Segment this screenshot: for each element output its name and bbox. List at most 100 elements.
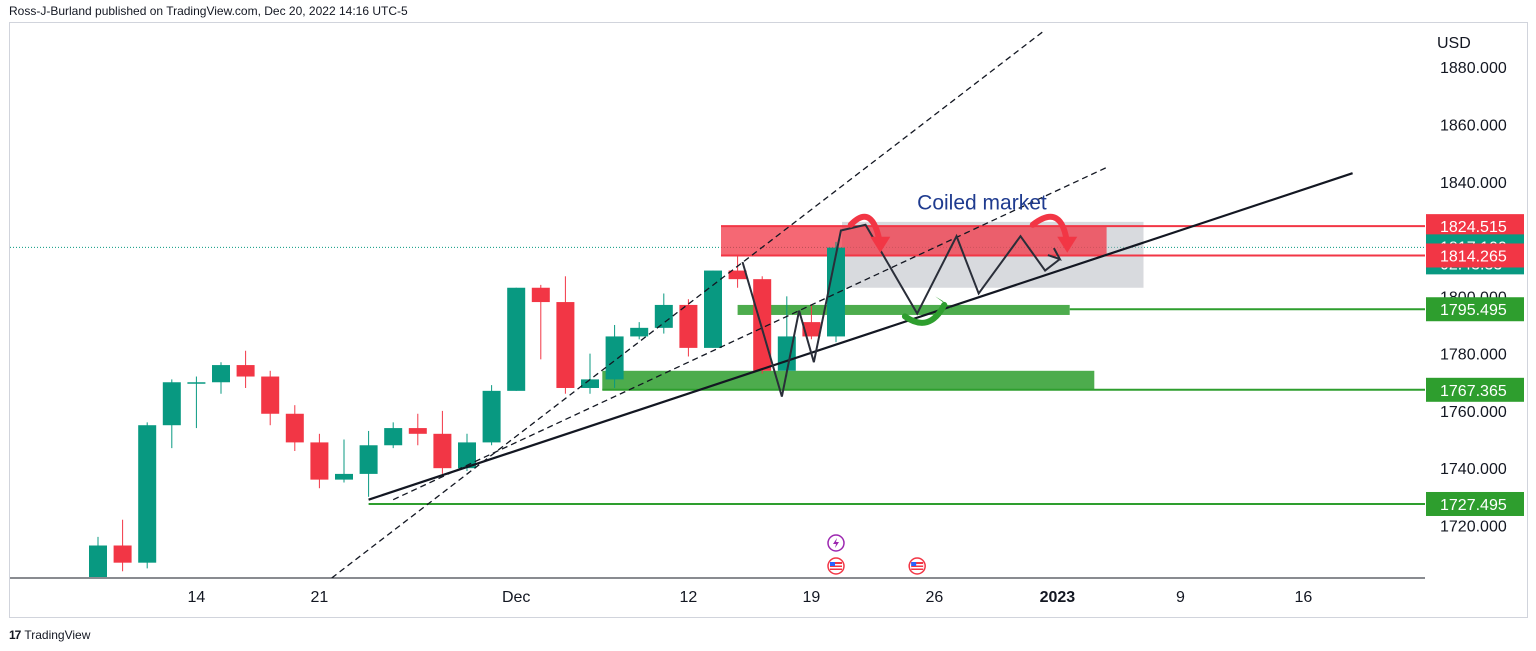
candle [605, 324, 624, 388]
x-tick-label: 16 [1295, 589, 1313, 606]
candle-body [654, 304, 673, 328]
us-flag-icon-canton [911, 562, 917, 566]
x-tick-label: 14 [188, 589, 206, 606]
candle-body [704, 270, 722, 348]
chart-frame [9, 22, 1528, 618]
red-curved-arrow-right-head [1057, 236, 1078, 253]
candle-body [556, 302, 575, 388]
candle-body [187, 382, 206, 384]
candle [236, 350, 255, 388]
candle-body [507, 287, 526, 391]
price-label-value: 1767.365 [1440, 383, 1507, 400]
candle [507, 287, 526, 391]
price-labels: 1824.5151817.10002:43:331814.2651795.495… [1426, 214, 1524, 516]
price-label: 1767.365 [1426, 377, 1524, 402]
zigzag-projection [741, 223, 1061, 397]
candle [482, 385, 501, 446]
lightning-icon-bolt [833, 538, 839, 548]
price-label-box [1426, 297, 1524, 322]
price-label: 1727.495 [1426, 491, 1524, 516]
y-tick-label: 1720.000 [1440, 518, 1507, 535]
resistance-zone [721, 226, 1107, 256]
candles-layer [89, 241, 845, 577]
candle [408, 413, 427, 446]
y-tick-label: 1760.000 [1440, 404, 1507, 421]
y-tick-label: 1780.000 [1440, 347, 1507, 364]
candle-body [335, 473, 353, 480]
candle-body [581, 379, 599, 388]
y-tick-label: 1740.000 [1440, 461, 1507, 478]
us-flag-icon [908, 557, 926, 575]
currency-label: USD [1437, 35, 1471, 52]
candle [359, 430, 378, 497]
candle-body [261, 376, 280, 414]
tradingview-logo-icon: 17 [9, 628, 21, 642]
candle-body [531, 287, 550, 303]
green-curved-arrow [901, 301, 948, 326]
candle [187, 376, 206, 429]
candle-body [482, 390, 501, 443]
price-label-value: 1814.265 [1440, 248, 1507, 265]
candle-body [728, 270, 747, 280]
us-flag-icon-field [911, 562, 924, 570]
zigzag-arrowhead [1047, 247, 1062, 261]
candle-body [679, 304, 698, 348]
candle [802, 304, 821, 340]
candle [704, 270, 722, 348]
footer-brand[interactable]: TradingView [24, 628, 91, 642]
annotation-coiled-market: Coiled market [917, 192, 1047, 215]
candle [531, 284, 550, 360]
price-label-box [1426, 491, 1524, 516]
candle-body [310, 442, 329, 480]
price-label: 1795.495 [1426, 297, 1524, 322]
candle [654, 293, 673, 334]
candle-body [138, 425, 157, 563]
price-label-box [1426, 243, 1524, 268]
price-label-value: 1824.515 [1440, 219, 1507, 236]
candle [285, 405, 304, 451]
candle-body [458, 442, 476, 469]
x-tick-label: 26 [926, 589, 944, 606]
candle-body [236, 365, 255, 377]
price-label: 1824.515 [1426, 214, 1524, 239]
price-label-box [1426, 214, 1524, 239]
candle-body [630, 327, 649, 337]
candle [310, 433, 329, 489]
candle-body [113, 545, 132, 563]
candle-body [802, 322, 821, 337]
candle [679, 299, 698, 357]
dashed-trendline-mid [392, 166, 1107, 501]
candle [630, 322, 649, 340]
x-tick-label: 9 [1176, 589, 1185, 606]
candle [138, 422, 157, 569]
us-flag-icon-canton [830, 562, 835, 566]
x-tick-label: Dec [502, 589, 530, 606]
us-flag-icon-stripe [911, 567, 924, 569]
candle-body [359, 445, 378, 474]
candle-body [433, 433, 452, 469]
candle-body [285, 413, 304, 443]
main-trendline [368, 172, 1353, 501]
candle-body [827, 247, 845, 337]
x-tick-label: 21 [311, 589, 329, 606]
candle-body [162, 382, 181, 426]
drawings-layer [10, 221, 1425, 505]
candle-body [89, 545, 107, 577]
price-label-box [1426, 377, 1524, 402]
candle [113, 519, 132, 572]
x-tick-label: 2023 [1040, 589, 1076, 606]
support-zone-lower [602, 370, 1095, 390]
y-tick-label: 1860.000 [1440, 118, 1507, 135]
candle [162, 379, 181, 449]
us-flag-icon-stripe [830, 564, 842, 566]
candle [728, 256, 747, 288]
candle [335, 439, 353, 483]
y-tick-label: 1880.000 [1440, 60, 1507, 77]
overlay-layer: Coiled market [331, 29, 1353, 579]
y-tick-label: 1840.000 [1440, 175, 1507, 192]
candle-body [384, 428, 403, 446]
candle [89, 536, 107, 577]
us-flag-icon-field [830, 562, 842, 570]
support-zone-upper [737, 304, 1070, 315]
